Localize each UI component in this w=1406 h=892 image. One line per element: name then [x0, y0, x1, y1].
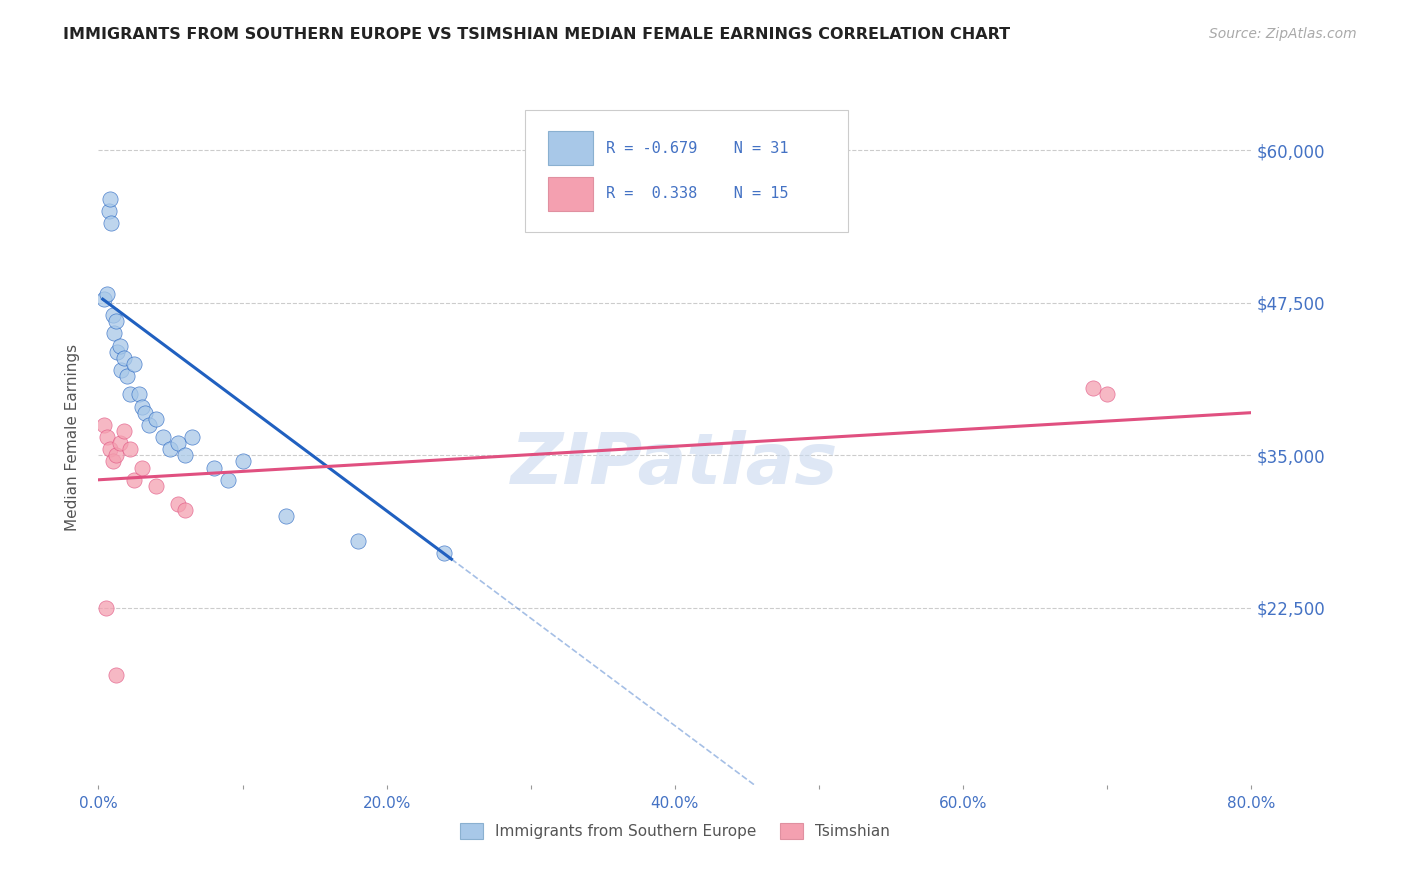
Text: ZIPatlas: ZIPatlas — [512, 431, 838, 500]
Point — [174, 449, 197, 463]
Point — [131, 460, 153, 475]
Point — [152, 430, 174, 444]
Point — [108, 338, 131, 352]
Point — [166, 497, 188, 511]
FancyBboxPatch shape — [524, 110, 848, 232]
Point — [96, 287, 118, 301]
Point — [110, 363, 132, 377]
Point — [181, 430, 204, 444]
Point — [346, 533, 368, 548]
Point — [1081, 381, 1104, 395]
Point — [112, 424, 135, 438]
Point — [128, 387, 150, 401]
Point — [274, 509, 297, 524]
Point — [1097, 387, 1119, 401]
Point — [166, 436, 188, 450]
Point — [98, 442, 121, 457]
Text: R = -0.679    N = 31: R = -0.679 N = 31 — [606, 141, 789, 156]
Point — [117, 369, 139, 384]
Text: Source: ZipAtlas.com: Source: ZipAtlas.com — [1209, 27, 1357, 41]
Point — [159, 442, 181, 457]
Point — [131, 400, 153, 414]
Point — [108, 436, 131, 450]
Point — [120, 442, 142, 457]
Y-axis label: Median Female Earnings: Median Female Earnings — [65, 343, 80, 531]
Point — [93, 417, 115, 432]
Point — [120, 387, 142, 401]
FancyBboxPatch shape — [548, 177, 593, 211]
Point — [104, 668, 127, 682]
Text: IMMIGRANTS FROM SOUTHERN EUROPE VS TSIMSHIAN MEDIAN FEMALE EARNINGS CORRELATION : IMMIGRANTS FROM SOUTHERN EUROPE VS TSIMS… — [63, 27, 1011, 42]
Point — [112, 351, 135, 365]
Point — [93, 292, 115, 306]
Point — [100, 217, 122, 231]
Point — [105, 344, 128, 359]
Point — [101, 308, 124, 322]
Point — [101, 454, 124, 468]
Point — [94, 601, 117, 615]
Point — [124, 473, 146, 487]
Point — [174, 503, 197, 517]
Point — [433, 546, 456, 560]
Point — [103, 326, 125, 341]
Point — [97, 204, 120, 219]
Point — [98, 192, 121, 206]
Point — [104, 449, 127, 463]
Point — [96, 430, 118, 444]
Point — [202, 460, 225, 475]
Point — [134, 406, 156, 420]
Point — [145, 411, 167, 425]
FancyBboxPatch shape — [548, 131, 593, 165]
Point — [104, 314, 127, 328]
Point — [138, 417, 160, 432]
Legend: Immigrants from Southern Europe, Tsimshian: Immigrants from Southern Europe, Tsimshi… — [453, 815, 897, 847]
Point — [231, 454, 254, 468]
Point — [145, 479, 167, 493]
Point — [124, 357, 146, 371]
Point — [217, 473, 239, 487]
Text: R =  0.338    N = 15: R = 0.338 N = 15 — [606, 186, 789, 201]
